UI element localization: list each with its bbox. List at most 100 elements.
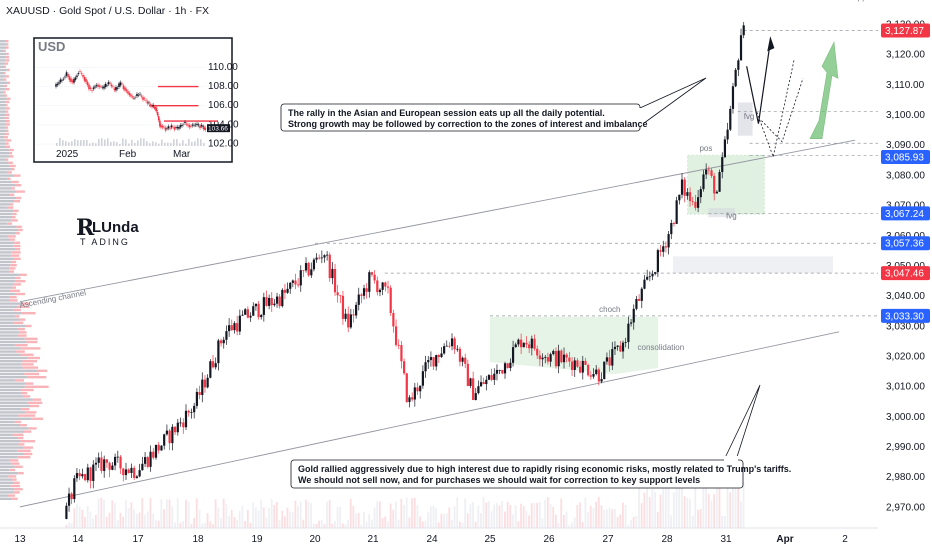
candle-body (408, 397, 411, 402)
volume-bar (305, 499, 307, 528)
volume-profile-bar (9, 238, 15, 241)
volume-profile-bar (0, 427, 29, 430)
inset-candle-body (175, 127, 177, 128)
volume-bar (466, 513, 469, 528)
volume-profile-bar (9, 267, 16, 270)
volume-bar (133, 509, 135, 528)
volume-profile-bar (5, 139, 12, 142)
volume-bar (246, 510, 249, 528)
inset-volume-bar (185, 143, 187, 146)
candle-body (365, 288, 368, 292)
inset-candle-body (82, 75, 84, 77)
candle-body (742, 25, 745, 36)
candle-body (217, 340, 220, 364)
volume-bar (528, 515, 530, 528)
volume-bar (307, 501, 310, 528)
inset-candle-body (128, 93, 131, 96)
inset-volume-bar (68, 142, 70, 146)
inset-candle-body (97, 84, 99, 87)
volume-profile-bar (0, 481, 14, 484)
svg-text:LUnda: LUnda (92, 219, 139, 236)
candle-body (111, 465, 114, 470)
candle-body (461, 357, 464, 362)
inset-candle-body (73, 78, 75, 83)
volume-profile-bar (0, 120, 6, 123)
inset-candle-body (202, 126, 204, 127)
volume-bar (171, 506, 174, 528)
price-axis[interactable]: 2,970.00 2,980.00 2,990.00 3,000.00 3,010.00… (878, 0, 932, 550)
volume-profile-bar (0, 443, 19, 446)
volume-bar (638, 479, 640, 528)
time-axis[interactable]: 13 14 17 18 19 20 21 24 25 26 27 28 31 Apr 2 (0, 527, 932, 550)
candle-body (640, 288, 643, 301)
volume-bar (640, 503, 643, 528)
inset-candle-body (112, 86, 114, 88)
volume-bar (579, 502, 581, 528)
volume-profile-bar (6, 46, 9, 49)
candle-body (344, 313, 347, 319)
candle-body (163, 434, 166, 446)
volume-profile-bar (14, 379, 24, 382)
volume-bar (323, 523, 326, 528)
volume-bar (125, 500, 127, 528)
volume-bar (544, 499, 547, 528)
volume-profile-bar (16, 196, 22, 200)
candle-body (670, 222, 673, 235)
volume-profile-bar (14, 488, 23, 491)
volume-profile-bar (0, 177, 8, 180)
volume-bar (357, 512, 360, 528)
volume-bar (697, 509, 699, 528)
candle-body (549, 354, 552, 362)
candle-body (477, 386, 480, 394)
candle-body (654, 272, 657, 274)
candle-body (122, 468, 125, 476)
inset-volume-bar (110, 141, 112, 146)
volume-profile-bar (0, 360, 23, 363)
volume-profile-bar (32, 398, 41, 401)
volume-bar (662, 477, 665, 528)
volume-bar (146, 511, 149, 528)
candle-body (638, 298, 641, 301)
volume-bar (395, 501, 397, 528)
volume-bar (165, 499, 168, 528)
volume-profile-bar (0, 148, 9, 152)
candle-body (94, 462, 98, 465)
candle-body (249, 315, 252, 318)
volume-bar (363, 511, 365, 528)
inset-candle-body (59, 79, 62, 83)
volume-profile-bar (0, 40, 5, 43)
inset-volume-bar (128, 143, 130, 146)
candle-body (225, 331, 228, 340)
volume-profile-bar (0, 56, 6, 59)
volume-bar (490, 511, 493, 528)
volume-bar (715, 488, 718, 528)
inset-volume-bar (92, 142, 94, 146)
volume-profile-bar (0, 395, 24, 398)
volume-profile-bar (16, 350, 25, 353)
candle-body (592, 373, 595, 377)
candle-body (307, 263, 310, 276)
candle-body (675, 200, 678, 224)
candle-body (466, 363, 469, 386)
volume-bar (622, 502, 624, 528)
candle-body (427, 360, 430, 363)
volume-profile-bar (21, 302, 30, 305)
volume-bar (533, 503, 536, 528)
candle-body (297, 284, 300, 286)
usd-inset-chart[interactable]: 102.00104.00106.00108.00110.00103.662025… (33, 37, 239, 163)
volume-profile-bar (20, 318, 26, 321)
volume-profile-bar (0, 308, 14, 312)
volume-bar (563, 514, 565, 528)
volume-bar (328, 499, 331, 528)
inset-candle-body (178, 127, 180, 129)
candle-body (729, 108, 732, 130)
volume-profile-bar (22, 360, 38, 363)
inset-volume-bar (191, 141, 193, 146)
volume-bar (630, 520, 632, 528)
inset-candle-body (121, 83, 123, 85)
volume-bar (608, 507, 611, 528)
fvg-zone-upper (737, 102, 753, 136)
candle-body (283, 289, 287, 293)
